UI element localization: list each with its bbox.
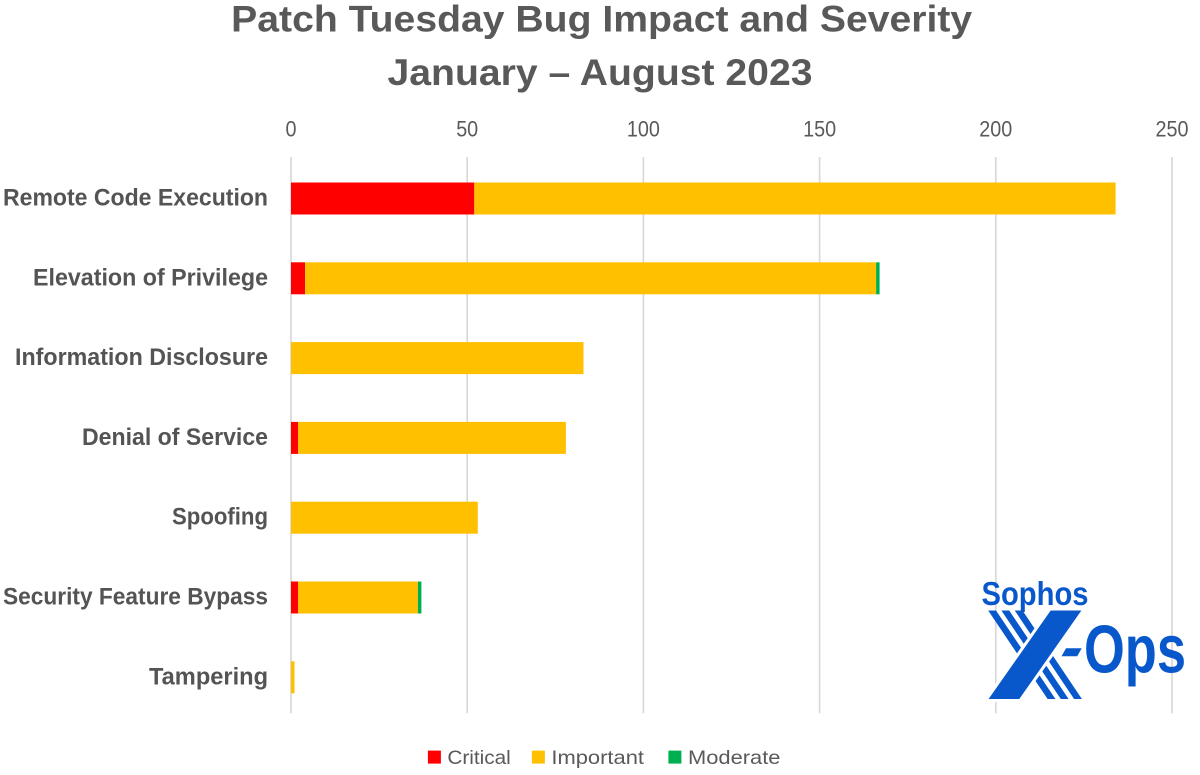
- svg-text:150: 150: [803, 116, 836, 141]
- svg-text:Moderate: Moderate: [688, 747, 781, 769]
- svg-text:Remote Code Execution: Remote Code Execution: [3, 185, 268, 212]
- svg-text:Ops: Ops: [1084, 613, 1186, 688]
- svg-text:50: 50: [456, 116, 478, 141]
- svg-text:100: 100: [627, 116, 660, 141]
- svg-text:Critical: Critical: [447, 747, 510, 769]
- svg-text:250: 250: [1156, 116, 1189, 141]
- svg-text:Important: Important: [551, 747, 644, 769]
- svg-text:Elevation of Privilege: Elevation of Privilege: [33, 264, 268, 291]
- svg-text:Sophos: Sophos: [982, 575, 1089, 612]
- svg-text:Tampering: Tampering: [149, 663, 268, 690]
- svg-text:Information Disclosure: Information Disclosure: [15, 344, 268, 371]
- svg-text:200: 200: [979, 116, 1012, 141]
- svg-text:Denial of Service: Denial of Service: [82, 424, 268, 451]
- svg-text:0: 0: [286, 116, 297, 141]
- svg-text:Spoofing: Spoofing: [172, 504, 268, 531]
- svg-text:January – August 2023: January – August 2023: [388, 52, 813, 93]
- svg-text:Security Feature Bypass: Security Feature Bypass: [3, 584, 268, 611]
- svg-text:Patch Tuesday Bug Impact and S: Patch Tuesday Bug Impact and Severity: [231, 0, 973, 40]
